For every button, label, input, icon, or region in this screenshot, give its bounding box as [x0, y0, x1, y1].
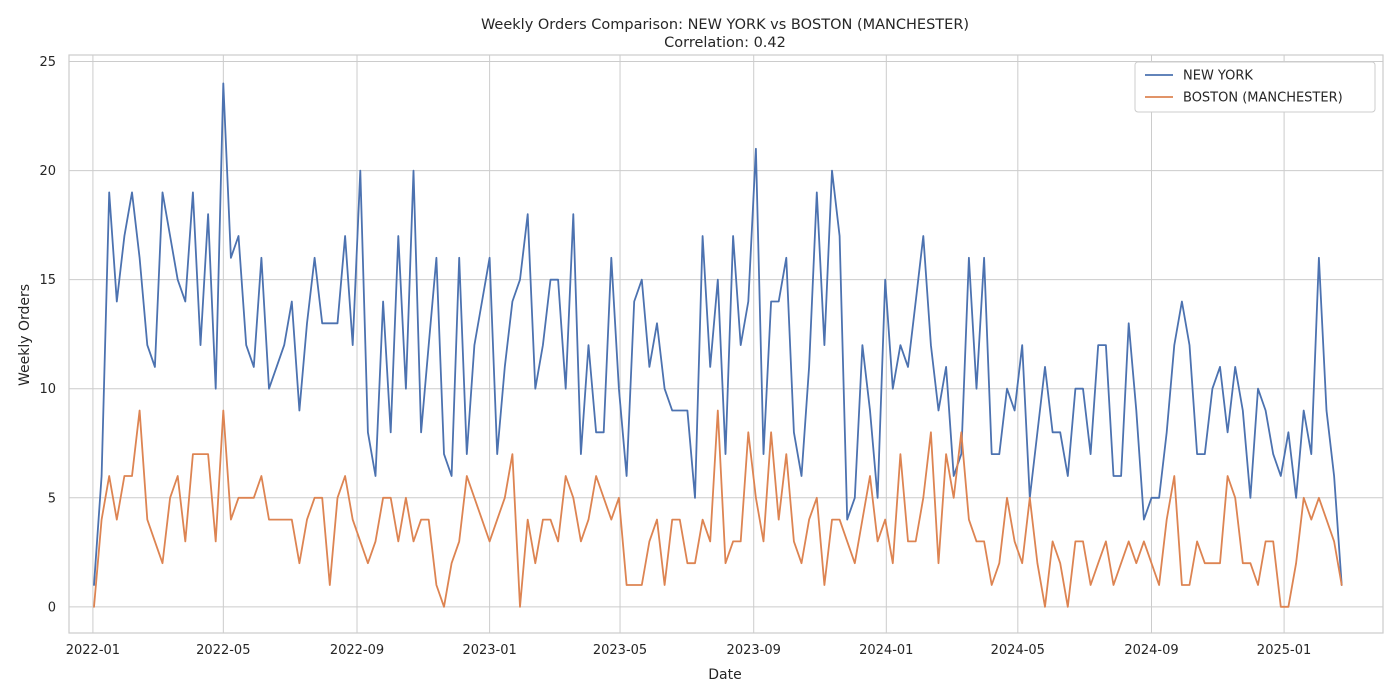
chart-title: Weekly Orders Comparison: NEW YORK vs BO… — [481, 17, 969, 33]
y-tick-label: 25 — [39, 55, 56, 70]
legend-label-boston-manchester: BOSTON (MANCHESTER) — [1183, 91, 1343, 106]
chart-subtitle: Correlation: 0.42 — [664, 35, 786, 51]
x-tick-label: 2025-01 — [1257, 643, 1311, 658]
x-tick-label: 2024-05 — [991, 643, 1045, 658]
plot-frame — [68, 54, 1384, 634]
series-line-new-york — [93, 82, 1343, 586]
x-axis-label: Date — [708, 667, 741, 683]
grid-lines — [69, 55, 1383, 633]
legend-label-new-york: NEW YORK — [1183, 69, 1253, 84]
y-axis-label: Weekly Orders — [17, 284, 33, 386]
series-line-boston-manchester — [93, 409, 1343, 608]
x-tick-label: 2024-09 — [1124, 643, 1178, 658]
series-layer — [93, 82, 1343, 608]
x-tick-label: 2022-01 — [66, 643, 120, 658]
x-tick-label: 2023-09 — [727, 643, 781, 658]
x-axis-ticks: 2022-01 2022-05 2022-09 2023-01 2023-05 2023-… — [66, 643, 1312, 658]
x-tick-label: 2024-01 — [859, 643, 913, 658]
y-tick-label: 20 — [39, 164, 56, 179]
x-tick-label: 2022-05 — [196, 643, 250, 658]
legend: NEW YORK BOSTON (MANCHESTER) — [1134, 61, 1376, 113]
y-tick-label: 0 — [48, 600, 56, 615]
y-axis-ticks: 0 5 10 15 20 25 — [39, 55, 56, 615]
x-tick-label: 2023-01 — [462, 643, 516, 658]
legend-box — [1134, 61, 1376, 113]
y-tick-label: 10 — [39, 382, 56, 397]
x-tick-label: 2022-09 — [330, 643, 384, 658]
y-tick-label: 5 — [48, 491, 56, 506]
y-tick-label: 15 — [39, 273, 56, 288]
x-tick-label: 2023-05 — [593, 643, 647, 658]
